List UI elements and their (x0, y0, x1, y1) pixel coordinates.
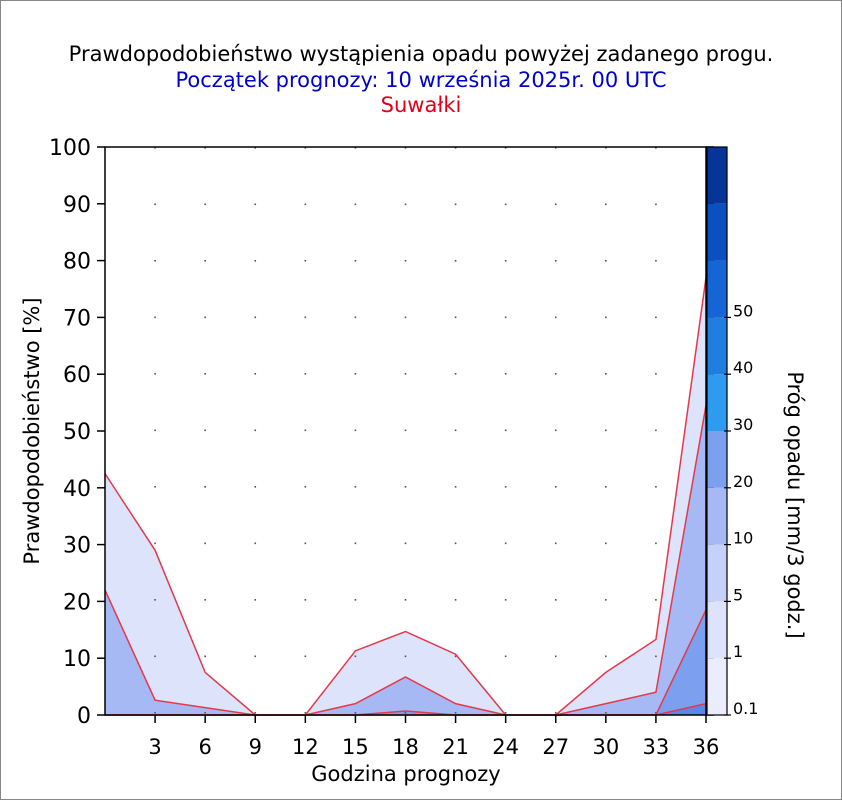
x-tick-label: 12 (292, 735, 319, 759)
y-tick-label: 10 (63, 647, 91, 672)
x-tick-label: 15 (342, 735, 369, 759)
colorbar-tick-label: 10 (733, 529, 753, 548)
x-axis-label: Godzina prognozy (311, 762, 500, 786)
x-tick-label: 3 (148, 735, 161, 759)
colorbar-tick-label: 50 (733, 301, 753, 320)
colorbar-segment (707, 601, 727, 659)
y-tick-label: 80 (63, 250, 91, 275)
colorbar-segment (707, 431, 727, 488)
x-tick-label: 36 (693, 735, 720, 759)
colorbar-segment (707, 147, 727, 204)
series-line-threshold-1 (104, 405, 707, 716)
series-line-threshold-0 (104, 277, 707, 716)
colorbar-tick-label: 0.1 (733, 699, 758, 718)
colorbar-tick-label: 30 (733, 415, 753, 434)
colorbar-tick-label: 20 (733, 472, 753, 491)
colorbar-label: Próg opadu [mm/3 godz.] (783, 371, 807, 638)
forecast-start-subtitle: Początek prognozy: 10 września 2025r. 00… (175, 68, 667, 92)
x-tick-label: 18 (392, 735, 419, 759)
colorbar-segment (707, 317, 727, 375)
x-tick-label: 21 (442, 735, 469, 759)
area-threshold-0 (105, 277, 706, 715)
y-tick-label: 20 (63, 590, 91, 615)
colorbar-segment (707, 260, 727, 318)
y-tick-label: 60 (63, 363, 91, 388)
colorbar-segment (707, 374, 727, 431)
x-tick-label: 30 (592, 735, 619, 759)
x-tick-label: 9 (249, 735, 262, 759)
colorbar-segment (707, 487, 727, 545)
y-tick-label: 30 (63, 534, 91, 559)
y-tick-label: 0 (77, 704, 91, 729)
y-tick-label: 100 (49, 136, 91, 161)
colorbar-segment (707, 544, 727, 602)
chart-title: Prawdopodobieństwo wystąpienia opadu pow… (68, 42, 774, 66)
colorbar-segment (707, 658, 727, 715)
x-tick-label: 33 (643, 735, 670, 759)
x-tick-label: 6 (198, 735, 211, 759)
colorbar-segment (707, 203, 727, 261)
x-tick-label: 24 (492, 735, 519, 759)
y-axis-label: Prawdopodobieństwo [%] (20, 297, 44, 564)
y-tick-label: 40 (63, 477, 91, 502)
x-tick-label: 27 (542, 735, 569, 759)
y-tick-label: 90 (63, 193, 91, 218)
y-tick-label: 50 (63, 420, 91, 445)
colorbar-tick-label: 1 (733, 642, 743, 661)
location-label: Suwałki (380, 93, 462, 117)
y-tick-label: 70 (63, 306, 91, 331)
colorbar-tick-label: 5 (733, 585, 743, 604)
colorbar-tick-label: 40 (733, 358, 753, 377)
